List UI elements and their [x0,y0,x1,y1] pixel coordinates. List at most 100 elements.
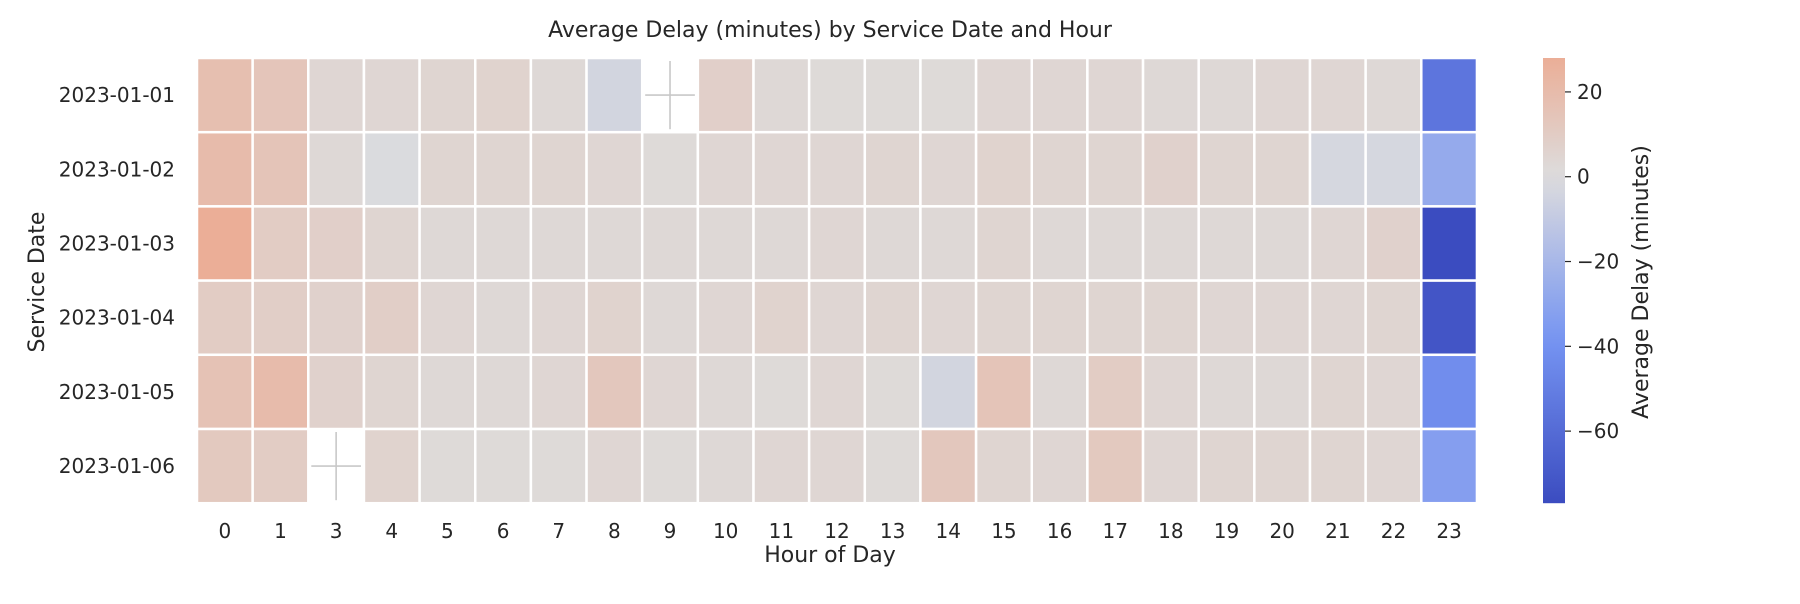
heatmap-cell [1030,279,1089,357]
heatmap-cell [251,56,310,134]
colorbar-tick-label: −40 [1577,334,1619,358]
x-tick-label: 22 [1381,519,1406,543]
heatmap-cell [919,353,978,431]
x-tick-label: 20 [1269,519,1294,543]
heatmap-cell [807,130,867,208]
heatmap-cell [863,56,922,134]
heatmap-cell [251,279,310,357]
x-tick-label: 6 [497,519,510,543]
heatmap-cell [863,130,922,208]
x-tick-label: 5 [441,519,454,543]
x-tick-label: 4 [385,519,398,543]
x-tick-labels: 0 1 3 4 5 6 7 8 9 10 11 12 13 14 15 16 17 18 19 20 21 22 23 [218,519,1461,543]
x-tick-label: 11 [769,519,794,543]
heatmap-cell [1253,427,1312,505]
heatmap-cell [1197,427,1256,505]
x-tick-label: 13 [880,519,905,543]
heatmap-cell [863,427,922,505]
heatmap-cell [752,427,811,505]
heatmap-cell [1030,427,1089,505]
heatmap-cell [585,353,644,431]
heatmap-cell [1364,427,1423,505]
heatmap-cell [974,427,1033,505]
heatmap-cell [1197,353,1256,431]
x-tick-label: 23 [1436,519,1461,543]
colorbar-tick-label: −60 [1577,419,1619,443]
heatmap-cell [1086,279,1145,357]
heatmap-cell [195,279,254,357]
heatmap-cell [362,279,421,357]
heatmap-cell [1420,353,1479,431]
heatmap-cell [1253,205,1312,282]
heatmap-cell [1364,353,1423,431]
heatmap-cell [752,130,811,208]
heatmap-cell [307,205,366,282]
x-tick-label: 14 [936,519,961,543]
heatmap-cell [1086,56,1145,134]
heatmap-cell [1141,427,1200,505]
heatmap-cell-missing [645,61,695,130]
heatmap-cell [307,279,366,357]
heatmap-cell [1197,205,1256,282]
heatmap-cell [1420,56,1479,134]
x-tick-label: 8 [608,519,621,543]
heatmap-cell [752,56,811,134]
heatmap-cell [307,130,366,208]
heatmap-cell [974,205,1033,282]
heatmap-cell [640,279,700,357]
heatmap-cell [696,427,755,505]
heatmap-cell [1308,56,1367,134]
heatmap-cell [418,353,477,431]
heatmap-cell [696,353,755,431]
x-tick-label: 9 [664,519,677,543]
heatmap-cell [529,56,588,134]
heatmap-cell-missing [311,432,361,501]
heatmap-cell [1141,56,1200,134]
x-tick-label: 7 [552,519,565,543]
heatmap-cell [195,427,254,505]
heatmap-cell [1141,205,1200,282]
heatmap-cell [529,279,588,357]
x-tick-label: 1 [274,519,287,543]
heatmap-cell [863,205,922,282]
heatmap-cell [1030,205,1089,282]
heatmap-cell [1141,279,1200,357]
heatmap-cell [1197,279,1256,357]
heatmap-cell [251,205,310,282]
heatmap-cell [1141,130,1200,208]
heatmap-cell [418,205,477,282]
y-tick-label: 2023-01-04 [59,306,175,330]
heatmap-cell [195,130,254,208]
x-tick-label: 0 [218,519,231,543]
heatmap-cell [919,56,978,134]
heatmap-cell [529,205,588,282]
heatmap-cell [1420,279,1479,357]
heatmap-cell [1420,427,1479,505]
heatmap-cell [1030,353,1089,431]
colorbar-tick-label: 20 [1577,80,1602,104]
heatmap-cell [1308,279,1367,357]
heatmap-cell [919,205,978,282]
heatmap-cell [418,130,477,208]
heatmap-cell [195,205,254,282]
heatmap-cell [640,427,700,505]
heatmap-cell [863,279,922,357]
heatmap-cell [752,353,811,431]
heatmap-cell [418,279,477,357]
colorbar-label: Average Delay (minutes) [1629,145,1654,419]
heatmap-cell [752,279,811,357]
heatmap-cell [696,279,755,357]
heatmap-cell [807,205,867,282]
heatmap-cell [474,427,533,505]
heatmap-cell [362,56,421,134]
heatmap-cell [1420,130,1479,208]
heatmap-cell [585,56,644,134]
heatmap-cell [807,279,867,357]
heatmap-cell [1030,130,1089,208]
heatmap-cell [418,56,477,134]
colorbar-tick-label: −20 [1577,250,1619,274]
y-tick-label: 2023-01-06 [59,454,175,478]
heatmap-cell [418,427,477,505]
